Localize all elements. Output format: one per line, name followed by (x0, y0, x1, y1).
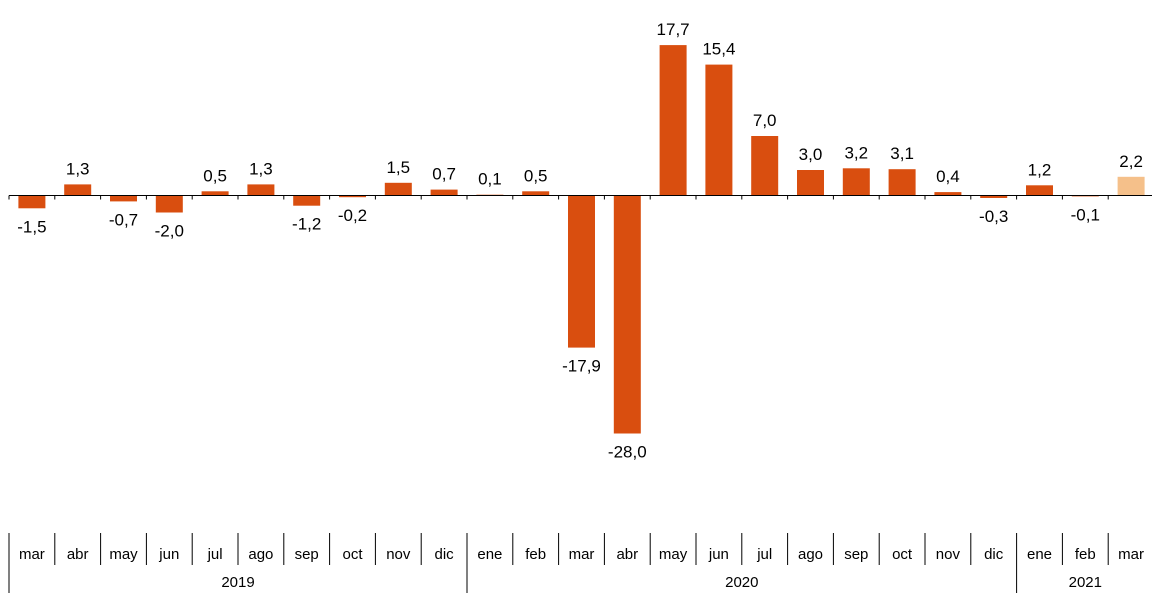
bar-4 (155, 195, 183, 213)
bar-25 (1117, 176, 1145, 196)
value-label-22: -0,3 (979, 207, 1008, 226)
bar-21 (934, 192, 962, 196)
category-label-15: may (659, 546, 688, 563)
bar-16 (705, 64, 733, 196)
category-axis: mar abr may jun jul ago sep oct nov dic ene feb mar a… (8, 533, 1144, 565)
value-label-7: -1,2 (292, 215, 321, 234)
value-label-12: 0,5 (524, 166, 548, 185)
category-label-6: ago (248, 546, 273, 563)
value-label-9: 1,5 (386, 158, 410, 177)
value-label-10: 0,7 (432, 165, 456, 184)
value-label-18: 3,0 (799, 145, 823, 164)
value-label-21: 0,4 (936, 167, 960, 186)
category-label-16: jun (708, 546, 729, 563)
bar-2 (64, 184, 92, 196)
bar-7 (293, 195, 321, 206)
value-labels-group: -1,5 1,3 -0,7 -2,0 0,5 1,3 -1,2 -0,2 1,5 0,7 0,1 0,… (17, 20, 1143, 461)
bar-13 (568, 195, 595, 348)
category-label-14: abr (616, 546, 638, 563)
bar-22 (980, 195, 1008, 198)
category-label-3: may (109, 546, 138, 563)
category-label-21: nov (936, 546, 961, 563)
bars-group (18, 45, 1145, 434)
value-label-8: -0,2 (338, 206, 367, 225)
bar-17 (751, 136, 779, 196)
year-label-2021: 2021 (1069, 574, 1102, 591)
category-label-13: mar (569, 546, 595, 563)
category-label-20: oct (892, 546, 913, 563)
value-label-1: -1,5 (17, 217, 46, 236)
bar-10 (430, 189, 458, 196)
value-label-15: 17,7 (657, 20, 690, 39)
value-label-20: 3,1 (890, 144, 914, 163)
bar-6 (247, 184, 275, 196)
value-label-2: 1,3 (66, 159, 90, 178)
value-label-11: 0,1 (478, 170, 502, 189)
value-label-6: 1,3 (249, 159, 273, 178)
bar-5 (201, 191, 229, 196)
value-label-24: -0,1 (1071, 205, 1100, 224)
value-label-17: 7,0 (753, 111, 777, 130)
year-label-2020: 2020 (725, 574, 758, 591)
value-label-19: 3,2 (844, 143, 868, 162)
bar-15 (659, 45, 687, 196)
category-label-5: jul (207, 546, 223, 563)
category-label-10: dic (435, 546, 455, 563)
bar-19 (842, 168, 870, 196)
bar-20 (888, 169, 916, 196)
zero-axis-ticks (8, 195, 1109, 200)
value-label-14: -28,0 (608, 443, 647, 462)
bar-23 (1026, 185, 1053, 196)
category-label-23: ene (1027, 546, 1052, 563)
category-label-4: jun (158, 546, 179, 563)
category-label-17: jul (756, 546, 772, 563)
bar-1 (18, 195, 46, 209)
year-axis: 2019 2020 2021 (8, 565, 1102, 593)
value-label-4: -2,0 (155, 222, 184, 241)
bar-18 (797, 170, 824, 196)
category-label-19: sep (844, 546, 868, 563)
category-label-2: abr (67, 546, 89, 563)
value-label-23: 1,2 (1028, 160, 1052, 179)
category-label-12: feb (525, 546, 546, 563)
category-label-18: ago (798, 546, 823, 563)
category-label-22: dic (984, 546, 1004, 563)
bar-9 (384, 182, 412, 196)
value-label-16: 15,4 (702, 40, 735, 59)
category-label-1: mar (19, 546, 45, 563)
category-label-9: nov (386, 546, 411, 563)
value-label-25: 2,2 (1119, 152, 1143, 171)
category-label-11: ene (477, 546, 502, 563)
value-label-5: 0,5 (203, 166, 227, 185)
bar-14 (613, 195, 641, 434)
value-label-3: -0,7 (109, 210, 138, 229)
category-label-25: mar (1118, 546, 1144, 563)
category-label-8: oct (342, 546, 363, 563)
value-label-13: -17,9 (562, 357, 601, 376)
bar-12 (522, 191, 550, 196)
category-label-7: sep (295, 546, 319, 563)
bar-8 (339, 195, 366, 198)
category-label-24: feb (1075, 546, 1096, 563)
year-label-2019: 2019 (221, 574, 254, 591)
bar-3 (110, 195, 137, 202)
